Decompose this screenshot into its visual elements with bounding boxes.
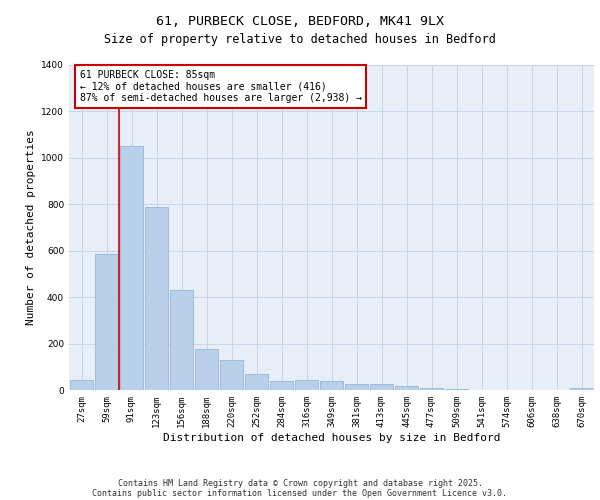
Bar — [420, 388, 443, 390]
Bar — [395, 386, 418, 390]
Bar — [70, 380, 93, 390]
Y-axis label: Number of detached properties: Number of detached properties — [26, 130, 35, 326]
Text: 61 PURBECK CLOSE: 85sqm
← 12% of detached houses are smaller (416)
87% of semi-d: 61 PURBECK CLOSE: 85sqm ← 12% of detache… — [79, 70, 361, 103]
Text: 61, PURBECK CLOSE, BEDFORD, MK41 9LX: 61, PURBECK CLOSE, BEDFORD, MK41 9LX — [156, 15, 444, 28]
Bar — [295, 380, 318, 390]
Bar — [570, 388, 593, 390]
Bar — [370, 384, 393, 390]
Text: Contains public sector information licensed under the Open Government Licence v3: Contains public sector information licen… — [92, 488, 508, 498]
Text: Contains HM Land Registry data © Crown copyright and database right 2025.: Contains HM Land Registry data © Crown c… — [118, 478, 482, 488]
Bar — [195, 348, 218, 390]
Bar — [270, 381, 293, 390]
X-axis label: Distribution of detached houses by size in Bedford: Distribution of detached houses by size … — [163, 432, 500, 442]
Bar — [445, 388, 468, 390]
Bar — [145, 206, 168, 390]
Bar — [320, 381, 343, 390]
Bar — [170, 290, 193, 390]
Text: Size of property relative to detached houses in Bedford: Size of property relative to detached ho… — [104, 32, 496, 46]
Bar — [220, 360, 243, 390]
Bar — [345, 384, 368, 390]
Bar — [245, 374, 268, 390]
Bar — [120, 146, 143, 390]
Bar — [95, 254, 118, 390]
